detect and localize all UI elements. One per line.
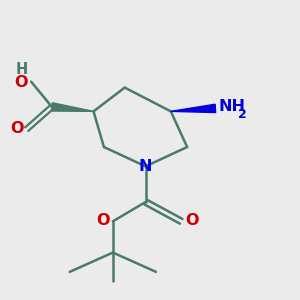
Polygon shape [52, 103, 94, 111]
Text: O: O [185, 213, 199, 228]
Text: O: O [11, 121, 24, 136]
Text: 2: 2 [238, 108, 246, 121]
Text: O: O [14, 75, 28, 90]
Text: NH: NH [218, 99, 245, 114]
Text: O: O [97, 213, 110, 228]
Polygon shape [171, 104, 216, 112]
Text: N: N [139, 159, 152, 174]
Text: H: H [15, 62, 27, 77]
